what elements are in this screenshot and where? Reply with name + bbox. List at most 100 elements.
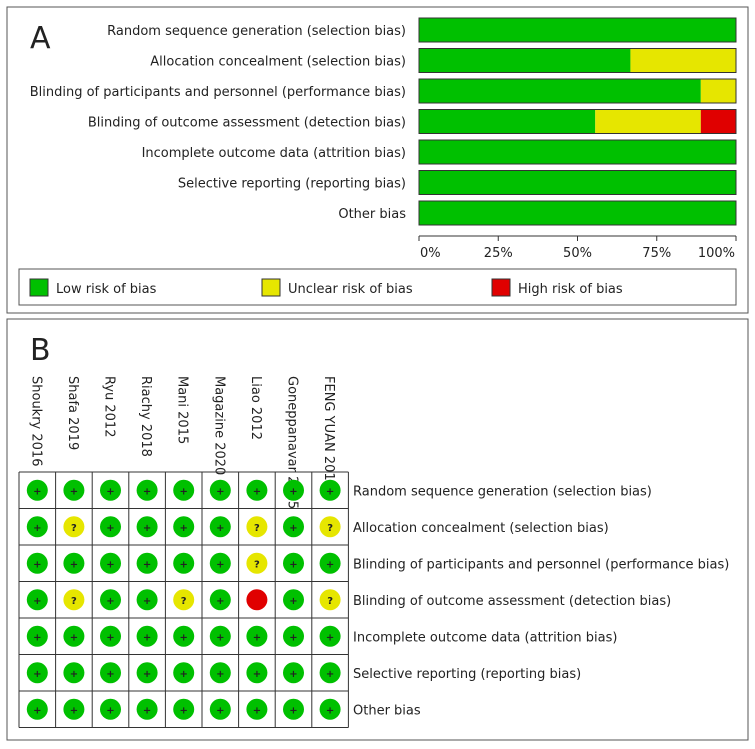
rating-low-risk-marker (26, 479, 48, 501)
domain-label: Allocation concealment (selection bias) (353, 521, 609, 536)
rating-low-risk-marker (26, 625, 48, 647)
rating-symbol: + (180, 632, 188, 643)
rating-low-risk-marker (136, 552, 158, 574)
rating-symbol: + (33, 486, 41, 497)
panel-b-frame (6, 318, 749, 741)
rating-low-risk-marker (26, 516, 48, 538)
rating-symbol: ? (71, 523, 77, 534)
study-label: Shafa 2019 (65, 376, 80, 450)
rating-low-risk-marker (26, 662, 48, 684)
rating-symbol: + (326, 559, 334, 570)
rating-low-risk-marker (246, 662, 268, 684)
category-label: Other bias (338, 207, 406, 222)
rating-symbol: + (106, 486, 114, 497)
rating-low-risk-marker (283, 698, 304, 720)
rating-low-risk-marker (100, 516, 121, 538)
legend-label: High risk of bias (518, 282, 623, 297)
rating-unclear-risk-marker (63, 589, 85, 611)
rating-symbol: + (143, 705, 151, 716)
rating-symbol: + (33, 669, 41, 680)
rating-symbol: + (143, 523, 151, 534)
bar-outline (418, 17, 737, 43)
rating-symbol: + (143, 669, 151, 680)
rating-symbol: + (216, 705, 224, 716)
bar-outline (418, 48, 737, 73)
panel-a-label: A (30, 21, 51, 56)
rating-low-risk-marker (246, 698, 268, 720)
category-label: Blinding of participants and personnel (… (30, 85, 406, 100)
rating-unclear-risk-marker (319, 516, 341, 538)
rating-symbol: + (143, 486, 151, 497)
study-label: Mani 2015 (175, 376, 190, 444)
x-tick-label: 0% (420, 246, 441, 261)
rating-low-risk-marker (246, 625, 268, 647)
rating-low-risk-marker (100, 479, 121, 501)
domain-label: Blinding of outcome assessment (detectio… (353, 594, 671, 609)
category-label: Random sequence generation (selection bi… (107, 24, 406, 39)
rating-low-risk-marker (319, 662, 341, 684)
rating-symbol: + (253, 705, 261, 716)
rating-low-risk-marker (173, 479, 195, 501)
rating-symbol: + (70, 705, 78, 716)
study-label: Liao 2012 (248, 376, 263, 440)
rating-symbol: + (180, 669, 188, 680)
rating-symbol: ? (71, 596, 77, 607)
rating-symbol: ? (181, 596, 187, 607)
rating-symbol: + (216, 559, 224, 570)
legend: Low risk of bias Unclear risk of bias High… (18, 268, 737, 306)
rating-low-risk-marker (319, 625, 341, 647)
rating-low-risk-marker (136, 589, 158, 611)
rating-symbol: + (180, 705, 188, 716)
rating-symbol: + (106, 523, 114, 534)
bar-segment-unclear-risk-of-bias (630, 48, 736, 73)
rating-symbol: + (253, 486, 261, 497)
rating-low-risk-marker (63, 625, 85, 647)
rating-low-risk-marker (136, 662, 158, 684)
rating-symbol: ? (254, 523, 260, 534)
rating-low-risk-marker (319, 552, 341, 574)
rating-symbol: + (143, 559, 151, 570)
rating-low-risk-marker (100, 589, 121, 611)
legend-swatch-low-risk-of-bias (29, 278, 49, 297)
rating-symbol: ? (327, 523, 333, 534)
x-tick-label: 100% (698, 246, 735, 261)
study-label: Goneppanavar 2015 (285, 376, 300, 509)
rating-low-risk-marker (209, 552, 231, 574)
study-label: Ryu 2012 (102, 376, 117, 437)
panel-a-frame (6, 6, 749, 314)
rating-symbol: + (33, 705, 41, 716)
rating-symbol: + (180, 486, 188, 497)
rating-symbol: + (33, 523, 41, 534)
bar-segment-unclear-risk-of-bias (700, 79, 736, 103)
rating-symbol: + (326, 705, 334, 716)
study-label: Magazine 2020 (211, 376, 226, 475)
legend-swatch-high-risk-of-bias (491, 278, 511, 297)
rating-low-risk-marker (100, 552, 121, 574)
category-label: Incomplete outcome data (attrition bias) (142, 146, 406, 161)
bar-segment-low-risk-of-bias (419, 48, 631, 73)
study-label: FENG YUAN 2016 (321, 376, 336, 489)
rating-low-risk-marker (209, 662, 231, 684)
summary-chart: Random sequence generation (selection bi… (30, 17, 737, 261)
study-label: Riachy 2018 (138, 376, 153, 457)
rating-symbol: + (106, 632, 114, 643)
rating-low-risk-marker (100, 698, 121, 720)
category-label: Allocation concealment (selection bias) (150, 55, 406, 70)
rating-unclear-risk-marker (246, 516, 268, 538)
domain-label: Random sequence generation (selection bi… (353, 484, 652, 499)
rating-low-risk-marker (209, 698, 231, 720)
rating-low-risk-marker (63, 662, 85, 684)
rating-low-risk-marker (283, 625, 304, 647)
rating-symbol: + (216, 486, 224, 497)
rating-symbol: + (289, 486, 297, 497)
rating-symbol: + (289, 523, 297, 534)
rating-low-risk-marker (319, 698, 341, 720)
rating-low-risk-marker (283, 479, 304, 501)
legend-label: Unclear risk of bias (288, 282, 413, 297)
category-label: Selective reporting (reporting bias) (178, 177, 406, 192)
rating-low-risk-marker (173, 662, 195, 684)
rating-low-risk-marker (209, 516, 231, 538)
bar-outline (418, 139, 737, 165)
rating-symbol: + (216, 632, 224, 643)
